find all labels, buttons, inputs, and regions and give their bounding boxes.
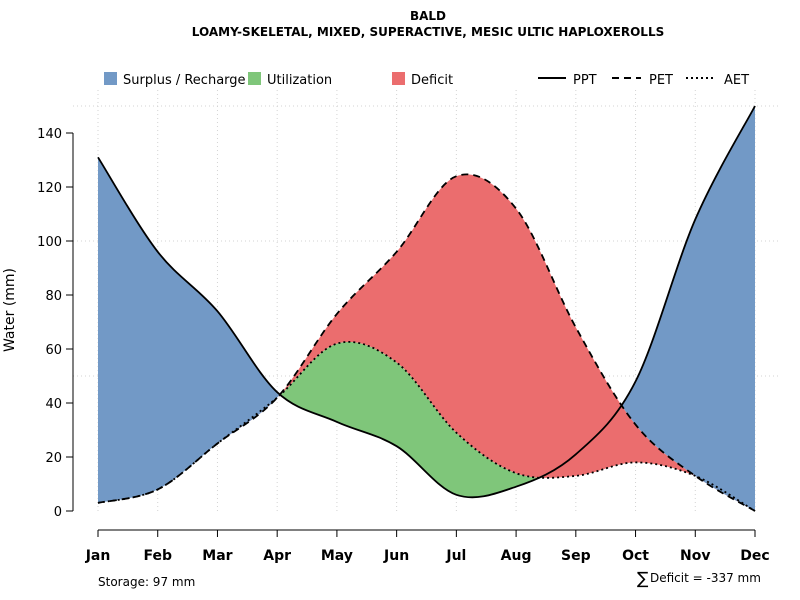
y-tick-label: 20 xyxy=(45,451,62,466)
pet-line xyxy=(97,173,756,512)
legend-label-deficit: Deficit xyxy=(411,73,453,88)
fill-areas xyxy=(98,106,755,511)
sum-symbol: ∑ xyxy=(637,569,649,589)
legend-label-pet: PET xyxy=(649,73,673,88)
x-tick-label: Sep xyxy=(561,548,591,564)
y-tick-label: 40 xyxy=(45,397,62,412)
y-tick-label: 120 xyxy=(37,181,62,196)
y-axis-label: Water (mm) xyxy=(2,268,18,352)
y-tick-label: 140 xyxy=(37,127,62,142)
axes: Jan Feb Mar Apr May Jun Jul Aug Sep Oct Nov Dec 0 20 4… xyxy=(37,127,770,564)
x-tick-label: Jul xyxy=(445,548,466,564)
deficit-total-note: Deficit = -337 mm xyxy=(650,571,761,585)
surplus-recharge-area xyxy=(98,106,755,511)
x-tick-label: May xyxy=(321,548,353,564)
y-tick-label: 100 xyxy=(37,235,62,250)
x-tick-label: Mar xyxy=(202,548,232,564)
x-tick-label: Feb xyxy=(143,548,172,564)
ppt-line xyxy=(97,105,756,499)
legend-label-surplus: Surplus / Recharge xyxy=(123,73,246,88)
x-tick-label: Jun xyxy=(383,548,409,564)
x-tick-label: Dec xyxy=(740,548,769,564)
legend-label-utilization: Utilization xyxy=(267,73,332,88)
legend-label-ppt: PPT xyxy=(573,73,597,88)
legend-swatch-utilization xyxy=(248,72,261,85)
storage-note: Storage: 97 mm xyxy=(98,575,195,589)
legend-swatch-surplus xyxy=(104,72,117,85)
x-tick-label: Jan xyxy=(85,548,111,564)
y-tick-label: 0 xyxy=(54,505,62,520)
y-tick-label: 80 xyxy=(45,289,62,304)
series-lines xyxy=(97,105,756,512)
chart-subtitle: LOAMY-SKELETAL, MIXED, SUPERACTIVE, MESI… xyxy=(192,25,665,39)
x-tick-label: Apr xyxy=(263,548,291,564)
x-tick-label: Nov xyxy=(680,548,710,564)
y-tick-label: 60 xyxy=(45,343,62,358)
legend: Surplus / Recharge Utilization Deficit P… xyxy=(104,72,749,88)
x-tick-label: Aug xyxy=(501,548,532,564)
legend-label-aet: AET xyxy=(724,73,749,88)
deficit-area xyxy=(98,174,755,511)
legend-swatch-deficit xyxy=(392,72,405,85)
x-tick-label: Oct xyxy=(622,548,649,564)
chart-title: BALD xyxy=(410,9,446,23)
